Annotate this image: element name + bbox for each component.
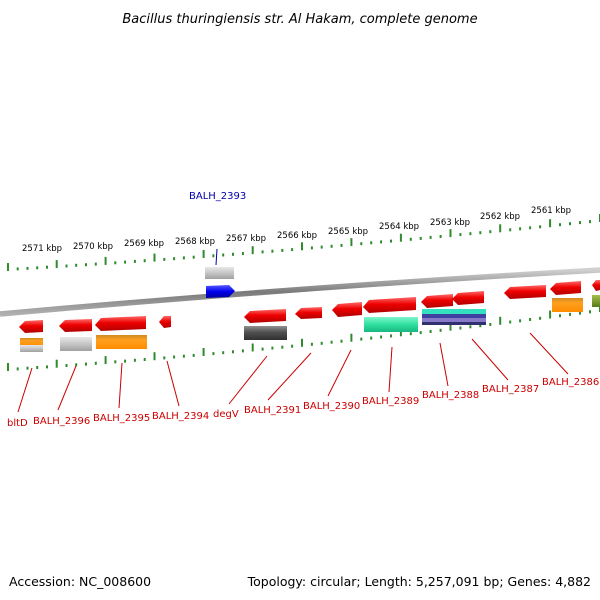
gene-arrow-red <box>95 316 146 331</box>
gene-feature-orange <box>20 338 43 346</box>
gene-feature-teal <box>364 317 418 332</box>
gene-feature-purple <box>422 318 486 322</box>
lower-strand-genes <box>19 280 600 352</box>
gene-feature-olive <box>592 295 600 307</box>
gene-label-balh-2393: BALH_2393 <box>189 191 246 202</box>
gene-label-balh-2391: BALH_2391 <box>244 405 301 416</box>
leader-balh-2387 <box>471 338 509 381</box>
gene-arrow-red <box>59 319 92 332</box>
kbp-label: 2563 kbp <box>430 218 470 228</box>
gene-label-balh-2390: BALH_2390 <box>303 401 360 412</box>
kbp-scale-labels: 2571 kbp 2570 kbp 2569 kbp 2568 kbp 2567… <box>22 206 571 254</box>
gene-arrow-red <box>504 285 546 299</box>
gene-arrow-red <box>159 316 171 328</box>
gene-arrow-red <box>363 297 416 313</box>
gene-arrow-red <box>332 302 362 317</box>
gene-label-balh-2389: BALH_2389 <box>362 396 419 407</box>
accession-text: Accession: NC_008600 <box>9 574 151 589</box>
gene-balh-2387[interactable] <box>452 291 484 305</box>
gene-balh-2390[interactable] <box>332 302 362 317</box>
gene-label-balh-2387: BALH_2387 <box>482 384 539 395</box>
gene-label-bltd: bltD <box>7 418 28 429</box>
leader-balh-2388 <box>439 342 449 387</box>
gene-degv[interactable] <box>244 309 287 340</box>
genome-summary-text: Topology: circular; Length: 5,257,091 bp… <box>247 574 591 589</box>
chromosome-backbone <box>0 267 600 317</box>
kbp-label: 2566 kbp <box>277 231 317 241</box>
gene-balh-2386[interactable] <box>504 280 600 312</box>
kbp-label: 2564 kbp <box>379 222 419 232</box>
gene-feature-gray <box>60 337 92 351</box>
gene-feature-navy <box>422 322 486 325</box>
kbp-label: 2568 kbp <box>175 237 215 247</box>
gene-feature-teal <box>422 309 486 314</box>
gene-balh-2389[interactable] <box>363 297 418 332</box>
leader-bltd <box>17 367 33 413</box>
gene-feature-blue <box>422 314 486 318</box>
gene-feature-gray <box>20 345 43 352</box>
kbp-label: 2565 kbp <box>328 227 368 237</box>
kbp-label: 2569 kbp <box>124 239 164 249</box>
leader-balh-2386 <box>529 332 569 375</box>
gene-balh-2394[interactable] <box>159 316 171 328</box>
gene-bltd[interactable] <box>19 320 43 352</box>
gene-labels: bltD BALH_2396 BALH_2395 BALH_2394 degV … <box>7 377 599 429</box>
leader-balh-2390 <box>327 349 352 397</box>
kbp-label: 2562 kbp <box>480 212 520 222</box>
gene-arrow-red <box>592 280 600 291</box>
gene-label-degv: degV <box>213 409 239 420</box>
kbp-label: 2561 kbp <box>531 206 571 216</box>
gene-leader-line <box>215 248 218 266</box>
gene-balh-2393[interactable]: BALH_2393 <box>189 191 246 298</box>
gene-arrow-red <box>550 281 581 295</box>
leader-balh-2396 <box>57 365 77 411</box>
gene-feature-gray <box>205 267 234 279</box>
gene-label-balh-2388: BALH_2388 <box>422 390 479 401</box>
kbp-label: 2567 kbp <box>226 234 266 244</box>
gene-label-balh-2386: BALH_2386 <box>542 377 599 388</box>
leader-balh-2395 <box>118 362 123 409</box>
gene-arrow-blue <box>206 285 235 298</box>
gene-label-balh-2394: BALH_2394 <box>152 411 209 422</box>
gene-feature-orange <box>552 298 583 312</box>
kbp-label: 2570 kbp <box>73 242 113 252</box>
map-title: Bacillus thuringiensis str. Al Hakam, co… <box>122 12 477 27</box>
leader-balh-2389 <box>388 346 393 393</box>
gene-feature-orange <box>96 335 147 349</box>
leader-balh-2394 <box>166 360 180 407</box>
gene-label-balh-2395: BALH_2395 <box>93 413 150 424</box>
gene-leader-lines <box>17 332 569 413</box>
gene-arrow-red <box>421 294 453 308</box>
gene-balh-2391[interactable] <box>295 307 322 319</box>
gene-label-balh-2396: BALH_2396 <box>33 416 90 427</box>
kbp-label: 2571 kbp <box>22 244 62 254</box>
gene-balh-2395[interactable] <box>95 316 147 349</box>
gene-balh-2388[interactable] <box>421 294 486 325</box>
leader-balh-2391 <box>267 352 312 401</box>
gene-feature-gray-dark <box>244 326 287 340</box>
gene-arrow-red <box>452 291 484 305</box>
leader-degv <box>228 355 268 405</box>
gene-arrow-red <box>19 320 43 333</box>
lower-tick-ring <box>7 304 600 371</box>
gene-arrow-red <box>244 309 286 323</box>
gene-balh-2396[interactable] <box>59 319 92 351</box>
upper-tick-ring <box>7 214 600 271</box>
gene-arrow-red <box>295 307 322 319</box>
